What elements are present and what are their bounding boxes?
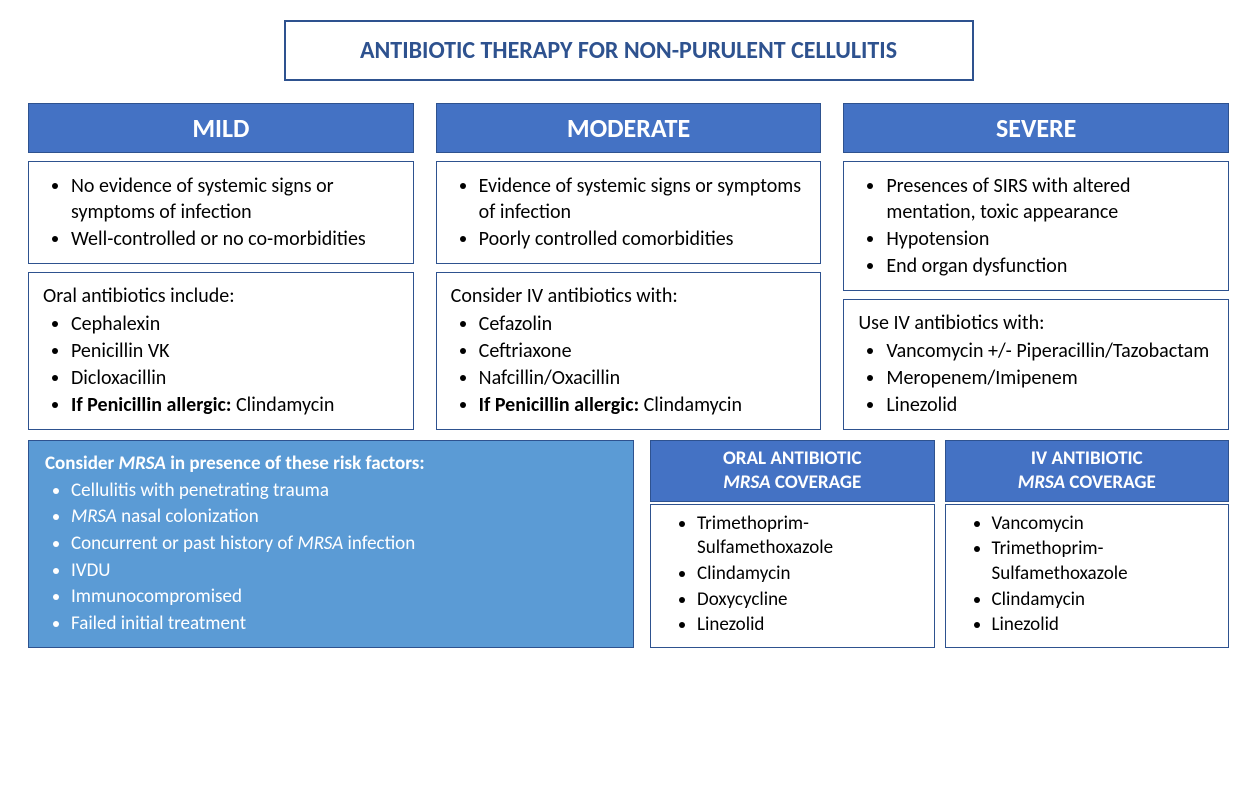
- severe-header: SEVERE: [843, 103, 1229, 153]
- mild-criteria-box: No evidence of systemic signs or symptom…: [28, 161, 414, 264]
- list-item: Linezolid: [886, 392, 1214, 418]
- list-item: Hypotension: [886, 226, 1214, 252]
- mrsa-iv-box: Vancomycin Trimethoprim-Sulfamethoxazole…: [945, 504, 1230, 649]
- list-item: Vancomycin: [992, 512, 1215, 537]
- mrsa-risk-lead: Consider MRSA in presence of these risk …: [45, 451, 617, 477]
- treatment-lead: Use IV antibiotics with:: [858, 310, 1214, 336]
- treatment-lead: Consider IV antibiotics with:: [451, 283, 807, 309]
- list-item: Cefazolin: [479, 311, 807, 337]
- mild-treatment-box: Oral antibiotics include: Cephalexin Pen…: [28, 272, 414, 430]
- list-item: Linezolid: [697, 613, 920, 638]
- list-item: Well-controlled or no co-morbidities: [71, 226, 399, 252]
- list-item: Evidence of systemic signs or symptoms o…: [479, 173, 807, 225]
- list-item: Linezolid: [992, 613, 1215, 638]
- list-item: No evidence of systemic signs or symptom…: [71, 173, 399, 225]
- list-item: If Penicillin allergic: Clindamycin: [479, 392, 807, 418]
- list-item: Trimethoprim-Sulfamethoxazole: [992, 537, 1215, 586]
- list-item: Clindamycin: [697, 562, 920, 587]
- allergy-drug: Clindamycin: [236, 393, 334, 417]
- list-item: Clindamycin: [992, 588, 1215, 613]
- mrsa-risk-box: Consider MRSA in presence of these risk …: [28, 440, 634, 648]
- list-item: Immunocompromised: [71, 584, 617, 610]
- moderate-criteria-box: Evidence of systemic signs or symptoms o…: [436, 161, 822, 264]
- mrsa-oral-header: ORAL ANTIBIOTIC MRSA COVERAGE: [650, 440, 935, 502]
- allergy-label: If Penicillin allergic:: [71, 393, 231, 417]
- mrsa-iv-column: IV ANTIBIOTIC MRSA COVERAGE Vancomycin T…: [945, 440, 1230, 648]
- treatment-lead: Oral antibiotics include:: [43, 283, 399, 309]
- mrsa-oral-column: ORAL ANTIBIOTIC MRSA COVERAGE Trimethopr…: [650, 440, 935, 648]
- list-item: Ceftriaxone: [479, 338, 807, 364]
- list-item: Cellulitis with penetrating trauma: [71, 478, 617, 504]
- main-title: ANTIBIOTIC THERAPY FOR NON-PURULENT CELL…: [284, 20, 974, 81]
- moderate-column: MODERATE Evidence of systemic signs or s…: [436, 103, 822, 430]
- mrsa-iv-header: IV ANTIBIOTIC MRSA COVERAGE: [945, 440, 1230, 502]
- list-item: Concurrent or past history of MRSA infec…: [71, 531, 617, 557]
- list-item: IVDU: [71, 558, 617, 584]
- list-item: Vancomycin +/- Piperacillin/Tazobactam: [886, 338, 1214, 364]
- list-item: Penicillin VK: [71, 338, 399, 364]
- mild-column: MILD No evidence of systemic signs or sy…: [28, 103, 414, 430]
- list-item: Poorly controlled comorbidities: [479, 226, 807, 252]
- severe-column: SEVERE Presences of SIRS with altered me…: [843, 103, 1229, 430]
- mrsa-oral-box: Trimethoprim-Sulfamethoxazole Clindamyci…: [650, 504, 935, 649]
- list-item: If Penicillin allergic: Clindamycin: [71, 392, 399, 418]
- list-item: Presences of SIRS with altered mentation…: [886, 173, 1214, 225]
- mrsa-row: Consider MRSA in presence of these risk …: [28, 440, 1229, 648]
- moderate-treatment-box: Consider IV antibiotics with: Cefazolin …: [436, 272, 822, 430]
- severity-row: MILD No evidence of systemic signs or sy…: [28, 103, 1229, 430]
- list-item: Trimethoprim-Sulfamethoxazole: [697, 512, 920, 561]
- list-item: Failed initial treatment: [71, 611, 617, 637]
- list-item: Nafcillin/Oxacillin: [479, 365, 807, 391]
- moderate-header: MODERATE: [436, 103, 822, 153]
- allergy-label: If Penicillin allergic:: [479, 393, 639, 417]
- mild-header: MILD: [28, 103, 414, 153]
- mrsa-coverage-columns: ORAL ANTIBIOTIC MRSA COVERAGE Trimethopr…: [650, 440, 1229, 648]
- allergy-drug: Clindamycin: [644, 393, 742, 417]
- severe-treatment-box: Use IV antibiotics with: Vancomycin +/- …: [843, 299, 1229, 430]
- list-item: MRSA nasal colonization: [71, 504, 617, 530]
- list-item: Cephalexin: [71, 311, 399, 337]
- severe-criteria-box: Presences of SIRS with altered mentation…: [843, 161, 1229, 291]
- list-item: End organ dysfunction: [886, 253, 1214, 279]
- list-item: Dicloxacillin: [71, 365, 399, 391]
- list-item: Meropenem/Imipenem: [886, 365, 1214, 391]
- list-item: Doxycycline: [697, 588, 920, 613]
